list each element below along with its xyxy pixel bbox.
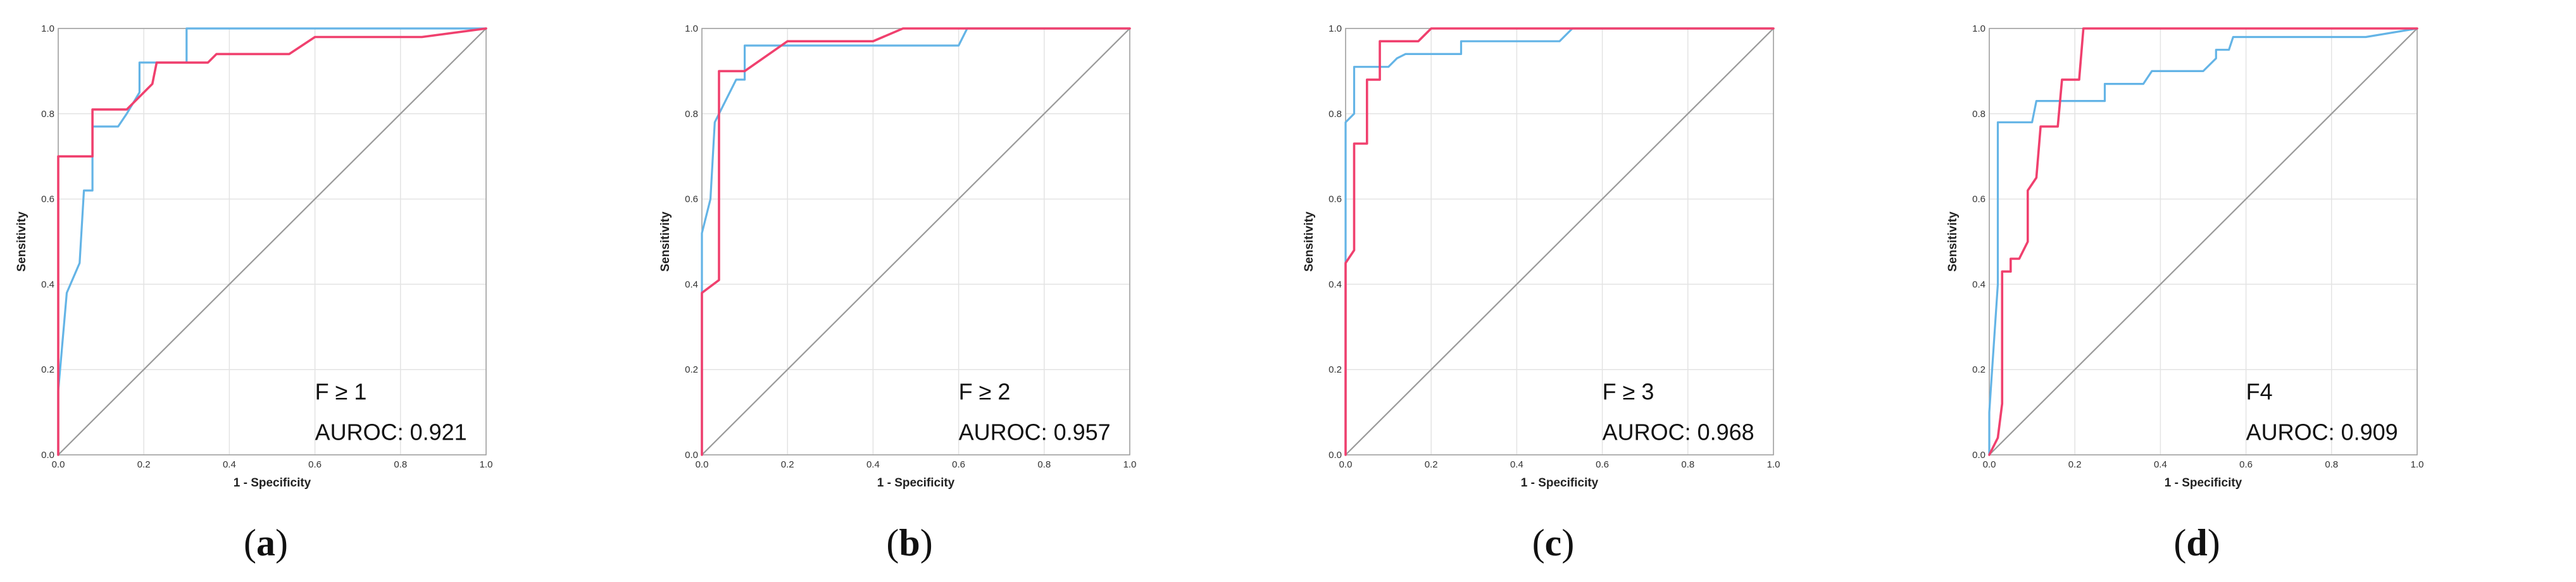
y-tick-label: 0.4 bbox=[41, 279, 54, 290]
x-tick-label: 0.0 bbox=[1339, 459, 1353, 470]
roc-curve-red bbox=[1344, 27, 1775, 456]
roc-curve-red bbox=[57, 27, 487, 456]
x-tick-label: 0.6 bbox=[952, 459, 965, 470]
annotation-auroc: AUROC: 0.909 bbox=[2246, 419, 2398, 445]
x-tick-label: 0.0 bbox=[1983, 459, 1996, 470]
y-tick-label: 1.0 bbox=[41, 23, 54, 34]
annotation-auroc: AUROC: 0.921 bbox=[315, 419, 467, 445]
y-tick-label: 0.8 bbox=[1329, 109, 1342, 120]
x-tick-label: 0.8 bbox=[394, 459, 407, 470]
roc-curve-red bbox=[1988, 27, 2418, 456]
reference-diagonal bbox=[701, 28, 1130, 455]
roc-panel-b: 0.0 0.2 0.4 0.6 0.8 1.0 0.0 0.2 0.4 0.6 0.8 1.0 1 - … bbox=[659, 23, 1137, 564]
y-axis-title: Sensitivity bbox=[659, 211, 672, 271]
y-tick-label: 0.8 bbox=[1972, 109, 1985, 120]
x-tick-label: 0.2 bbox=[137, 459, 151, 470]
x-axis-title: 1 - Specificity bbox=[1521, 476, 1599, 490]
y-tick-label: 0.8 bbox=[41, 109, 54, 120]
panel-label: (d) bbox=[2173, 522, 2220, 564]
roc-curve-blue bbox=[1988, 27, 2418, 456]
y-tick-label: 0.6 bbox=[1972, 194, 1985, 205]
annotation-auroc: AUROC: 0.957 bbox=[959, 419, 1111, 445]
annotation-threshold: F4 bbox=[2246, 378, 2273, 404]
y-tick-label: 0.6 bbox=[1329, 194, 1342, 205]
roc-curve-blue bbox=[1344, 27, 1775, 456]
y-axis-title: Sensitivity bbox=[15, 211, 28, 271]
y-tick-label: 1.0 bbox=[1972, 23, 1985, 34]
y-tick-label: 0.2 bbox=[1329, 364, 1342, 375]
x-tick-label: 0.4 bbox=[866, 459, 880, 470]
y-tick-label: 0.6 bbox=[41, 194, 54, 205]
x-tick-label: 0.4 bbox=[1510, 459, 1523, 470]
roc-curve-red bbox=[701, 27, 1131, 456]
x-tick-label: 0.2 bbox=[781, 459, 794, 470]
y-tick-label: 0.2 bbox=[685, 364, 698, 375]
y-tick-label: 0.0 bbox=[1972, 450, 1985, 461]
x-tick-label: 0.2 bbox=[2068, 459, 2082, 470]
panel-label: (b) bbox=[886, 522, 932, 564]
x-tick-label: 1.0 bbox=[2411, 459, 2424, 470]
x-tick-label: 0.8 bbox=[1037, 459, 1051, 470]
annotation-threshold: F ≥ 2 bbox=[959, 378, 1011, 404]
y-tick-label: 0.2 bbox=[41, 364, 54, 375]
x-tick-label: 0.6 bbox=[1596, 459, 1609, 470]
x-axis-title: 1 - Specificity bbox=[234, 476, 311, 490]
x-axis-title: 1 - Specificity bbox=[877, 476, 955, 490]
y-tick-label: 0.4 bbox=[1972, 279, 1985, 290]
x-tick-label: 1.0 bbox=[1767, 459, 1780, 470]
annotation-threshold: F ≥ 3 bbox=[1603, 378, 1654, 404]
y-axis-title: Sensitivity bbox=[1946, 211, 1960, 271]
roc-curve-blue bbox=[701, 27, 1131, 456]
x-tick-label: 0.8 bbox=[1681, 459, 1694, 470]
gridlines bbox=[58, 28, 487, 455]
x-axis-title: 1 - Specificity bbox=[2165, 476, 2242, 490]
y-tick-label: 0.4 bbox=[1329, 279, 1342, 290]
x-tick-label: 1.0 bbox=[1123, 459, 1137, 470]
x-tick-label: 0.4 bbox=[223, 459, 236, 470]
x-tick-label: 0.6 bbox=[308, 459, 322, 470]
reference-diagonal bbox=[58, 28, 487, 455]
x-tick-label: 0.0 bbox=[696, 459, 709, 470]
y-tick-label: 0.6 bbox=[685, 194, 698, 205]
annotation-auroc: AUROC: 0.968 bbox=[1603, 419, 1754, 445]
x-tick-label: 0.2 bbox=[1425, 459, 1438, 470]
y-tick-label: 0.0 bbox=[1329, 450, 1342, 461]
roc-panel-d: 0.0 0.2 0.4 0.6 0.8 1.0 0.0 0.2 0.4 0.6 0.8 1.0 1 - … bbox=[1946, 23, 2424, 564]
x-tick-label: 0.6 bbox=[2239, 459, 2253, 470]
y-tick-label: 0.2 bbox=[1972, 364, 1985, 375]
roc-panel-a: 0.0 0.2 0.4 0.6 0.8 1.0 0.0 0.2 0.4 0.6 0.8 1.0 1 - … bbox=[15, 23, 493, 564]
roc-panel-c: 0.0 0.2 0.4 0.6 0.8 1.0 0.0 0.2 0.4 0.6 0.8 1.0 1 - … bbox=[1303, 23, 1780, 564]
x-tick-label: 0.4 bbox=[2154, 459, 2167, 470]
x-tick-label: 0.0 bbox=[52, 459, 65, 470]
y-tick-label: 0.0 bbox=[685, 450, 698, 461]
x-tick-label: 0.8 bbox=[2325, 459, 2338, 470]
panel-label: (a) bbox=[244, 522, 288, 564]
annotation-threshold: F ≥ 1 bbox=[315, 378, 367, 404]
panel-label: (c) bbox=[1532, 522, 1575, 564]
y-axis-title: Sensitivity bbox=[1303, 211, 1316, 271]
reference-diagonal bbox=[1989, 28, 2418, 455]
y-tick-label: 1.0 bbox=[1329, 23, 1342, 34]
y-tick-label: 1.0 bbox=[685, 23, 698, 34]
y-tick-label: 0.0 bbox=[41, 450, 54, 461]
y-tick-label: 0.8 bbox=[685, 109, 698, 120]
reference-diagonal bbox=[1345, 28, 1774, 455]
x-tick-label: 1.0 bbox=[480, 459, 493, 470]
y-tick-label: 0.4 bbox=[685, 279, 698, 290]
